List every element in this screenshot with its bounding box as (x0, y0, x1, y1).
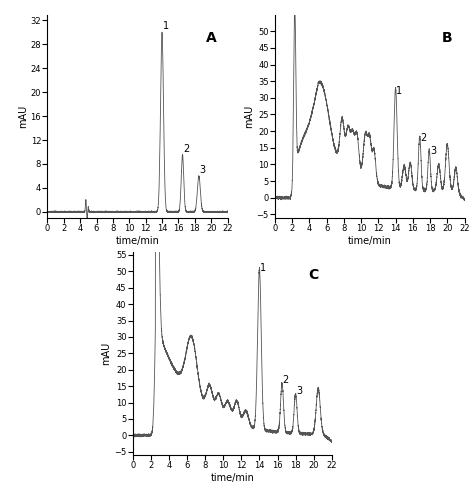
Text: 2: 2 (420, 133, 427, 143)
Y-axis label: mAU: mAU (101, 342, 111, 365)
Text: 3: 3 (199, 165, 205, 175)
Text: 2: 2 (283, 375, 289, 385)
X-axis label: time/min: time/min (348, 236, 392, 246)
Text: 1: 1 (396, 87, 402, 96)
Text: A: A (206, 31, 217, 45)
Text: 1: 1 (260, 263, 266, 273)
Text: 3: 3 (296, 386, 302, 396)
Text: 2: 2 (183, 144, 189, 154)
Text: C: C (308, 268, 318, 282)
X-axis label: time/min: time/min (210, 473, 254, 483)
X-axis label: time/min: time/min (116, 236, 159, 246)
Text: 1: 1 (163, 21, 169, 31)
Text: B: B (442, 31, 452, 45)
Text: 3: 3 (430, 147, 436, 156)
Y-axis label: mAU: mAU (244, 105, 254, 128)
Y-axis label: mAU: mAU (18, 105, 28, 128)
